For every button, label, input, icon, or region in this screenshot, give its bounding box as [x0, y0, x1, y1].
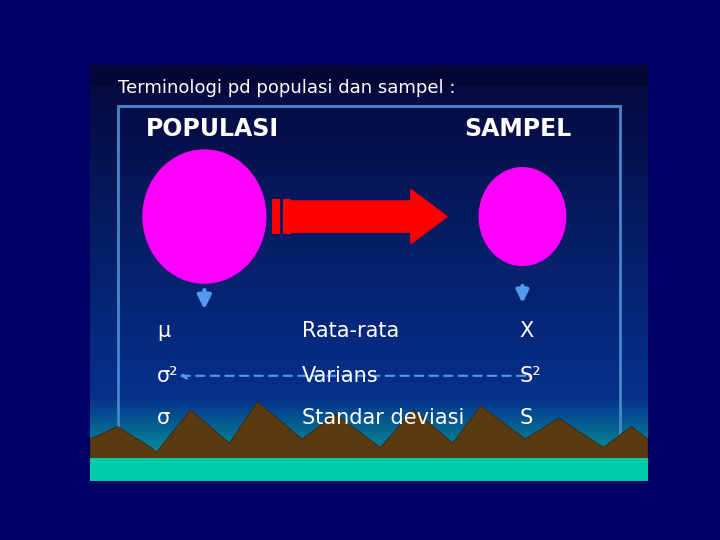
Bar [283, 199, 291, 234]
Text: Rata-rata: Rata-rata [302, 321, 400, 341]
Text: X: X [520, 321, 534, 341]
Bar [272, 199, 280, 234]
Text: Varians: Varians [302, 366, 379, 386]
FancyArrow shape [288, 190, 447, 244]
Text: SAMPEL: SAMPEL [464, 117, 571, 141]
Text: S²: S² [520, 366, 541, 386]
Text: μ: μ [157, 321, 170, 341]
Text: σ: σ [157, 408, 170, 428]
Ellipse shape [143, 150, 266, 283]
Text: Standar deviasi: Standar deviasi [302, 408, 464, 428]
Bar [90, 458, 648, 481]
Text: σ²: σ² [157, 366, 179, 386]
Text: POPULASI: POPULASI [145, 117, 279, 141]
Text: S: S [520, 408, 533, 428]
Text: Terminologi pd populasi dan sampel :: Terminologi pd populasi dan sampel : [118, 79, 455, 97]
Polygon shape [90, 402, 648, 481]
Ellipse shape [480, 168, 566, 266]
